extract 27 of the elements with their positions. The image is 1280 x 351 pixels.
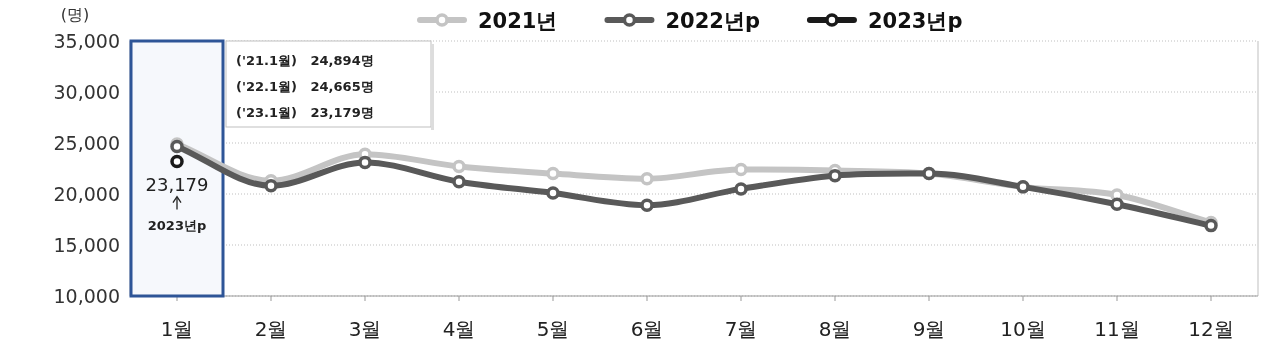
x-tick-label: 5월 [536,317,570,341]
x-tick-label: 10월 [1000,317,1046,341]
annotation: ('21.1월) 24,894명 [236,53,374,68]
x-tick-label: 11월 [1094,317,1140,341]
annotation: ('23.1월) 23,179명 [236,105,374,120]
x-tick-label: 6월 [630,317,664,341]
legend-label: 2023년p [867,9,963,33]
y-tick-label: 15,000 [53,234,120,256]
x-tick-label: 1월 [160,317,194,341]
x-tick-label: 12월 [1188,317,1234,341]
legend-label: 2021년 [478,9,558,33]
y-tick-label: 25,000 [53,132,120,154]
y-tick-label: 20,000 [53,183,120,205]
x-tick-label: 4월 [442,317,476,341]
y-tick-label: 35,000 [53,30,120,52]
annotation: 23,179 [145,173,209,195]
x-tick-label: 9월 [912,317,946,341]
x-tick-label: 7월 [724,317,758,341]
y-tick-label: 30,000 [53,81,120,103]
x-tick-label: 8월 [818,317,852,341]
annotation: ('22.1월) 24,665명 [236,79,374,94]
legend-label: 2022년p [665,9,760,33]
y-axis-title: (명) [60,5,90,24]
annotation: 2023년p [147,217,207,233]
x-tick-label: 3월 [348,317,382,341]
y-tick-label: 10,000 [53,285,120,307]
x-tick-label: 2월 [254,317,288,341]
